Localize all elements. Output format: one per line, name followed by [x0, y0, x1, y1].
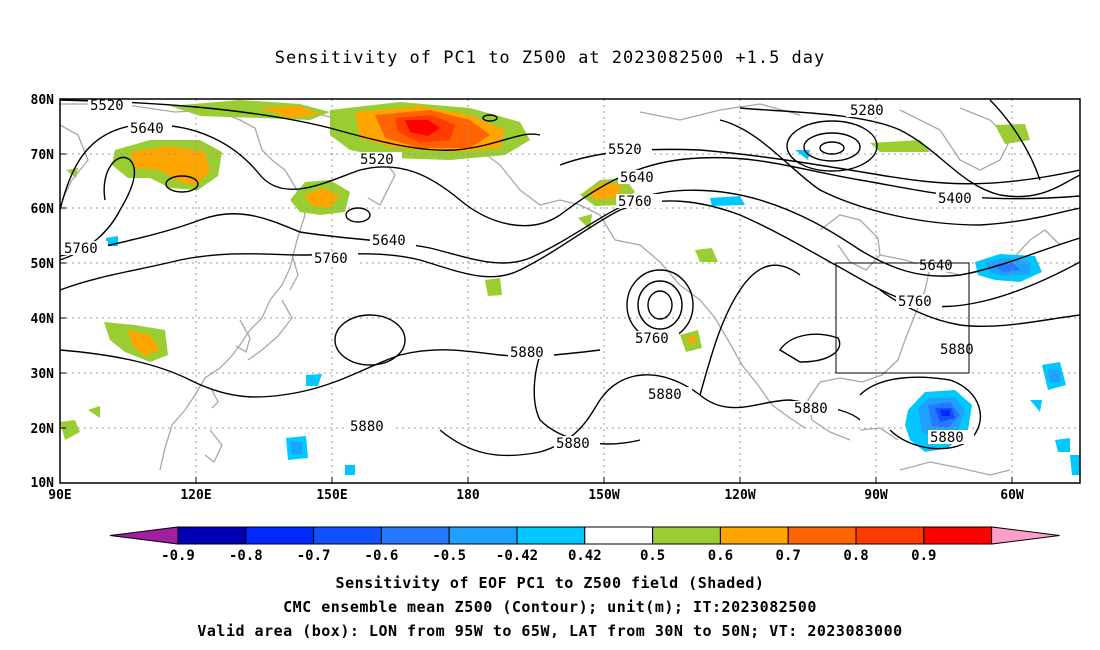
colorbar-tick-label: 0.5 [640, 548, 665, 564]
colorbar-swatch [787, 526, 857, 545]
valid-area-box [835, 262, 970, 374]
axis-ticks [59, 98, 1013, 484]
contour-labels: 5520 5640 5520 5280 5520 5640 5760 5400 … [62, 98, 984, 452]
lat-label: 60N [31, 202, 55, 217]
colorbar-swatch [719, 526, 789, 545]
colorbar-tick-label: 0.6 [708, 548, 733, 564]
latitude-labels: 80N 70N 60N 50N 40N 30N 20N 10N [31, 93, 55, 491]
lon-label: 180 [456, 488, 480, 503]
lat-label: 80N [31, 93, 55, 108]
colorbar-tick-label: 0.42 [568, 548, 602, 564]
lat-label: 70N [31, 148, 55, 163]
colorbar-tick-label: 0.9 [911, 548, 936, 564]
colorbar-swatch [652, 526, 721, 545]
colorbar-tick-label: -0.9 [161, 548, 195, 564]
contour-label: 5400 [938, 191, 972, 207]
lat-label: 10N [31, 476, 55, 491]
colorbar-swatch [380, 526, 450, 545]
contour-label: 5880 [794, 401, 828, 417]
lat-label: 20N [31, 422, 55, 437]
colorbar-swatch [516, 526, 586, 545]
contour-label: 5640 [130, 121, 164, 137]
caption-valid-area: Valid area (box): LON from 95W to 65W, L… [197, 622, 903, 640]
colorbar-min-triangle [109, 526, 179, 545]
contour-label: 5880 [930, 430, 964, 446]
contour-label: 5880 [556, 436, 590, 452]
map-frame [59, 98, 1081, 484]
map-title: Sensitivity of PC1 to Z500 at 2023082500… [274, 48, 826, 68]
colorbar-swatch [923, 526, 993, 545]
lon-label: 120W [724, 488, 755, 503]
lon-label: 90E [48, 488, 71, 503]
lat-label: 50N [31, 257, 55, 272]
lon-label: 120E [180, 488, 211, 503]
caption-contour: CMC ensemble mean Z500 (Contour); unit(m… [283, 598, 817, 616]
colorbar-swatch [245, 526, 315, 545]
sensitivity-shading [60, 100, 1080, 475]
colorbar-max-triangle [991, 526, 1060, 545]
colorbar: -0.9 -0.8 -0.7 -0.6 -0.5 -0.42 0.42 0.5 0.6 0.7 0.… [109, 526, 1060, 564]
colorbar-swatch [313, 526, 382, 545]
contour-label: 5520 [608, 142, 642, 158]
lon-label: 90W [864, 488, 888, 503]
contour-label: 5880 [648, 387, 682, 403]
lon-label: 150E [316, 488, 347, 503]
longitude-labels: 90E 120E 150E 180 150W 120W 90W 60W [48, 488, 1024, 503]
contour-label: 5760 [64, 241, 98, 257]
contour-label: 5280 [850, 103, 884, 119]
colorbar-swatch [177, 526, 247, 545]
contour-label: 5640 [372, 233, 406, 249]
colorbar-tick-label: 0.7 [776, 548, 801, 564]
contour-label: 5760 [898, 294, 932, 310]
lon-label: 60W [1000, 488, 1024, 503]
lon-label: 150W [588, 488, 619, 503]
lat-label: 40N [31, 312, 55, 327]
contour-label: 5760 [618, 194, 652, 210]
contour-label: 5880 [350, 419, 384, 435]
colorbar-swatch [448, 526, 518, 545]
contour-label: 5520 [360, 152, 394, 168]
contour-label: 5880 [510, 345, 544, 361]
colorbar-tick-label: -0.42 [496, 548, 538, 564]
contour-label: 5640 [620, 170, 654, 186]
lat-label: 30N [31, 367, 55, 382]
contour-label: 5640 [919, 258, 953, 274]
contour-label: 5760 [314, 251, 348, 267]
colorbar-swatch [855, 526, 925, 545]
contour-label: 5760 [635, 331, 669, 347]
caption-shaded: Sensitivity of EOF PC1 to Z500 field (Sh… [335, 574, 765, 592]
contour-label: 5880 [940, 342, 974, 358]
colorbar-tick-label: -0.5 [432, 548, 466, 564]
contour-label: 5520 [90, 98, 124, 114]
colorbar-swatch [584, 526, 654, 545]
colorbar-tick-label: -0.6 [365, 548, 399, 564]
colorbar-tick-label: -0.8 [229, 548, 263, 564]
colorbar-tick-label: 0.8 [843, 548, 868, 564]
colorbar-tick-label: -0.7 [297, 548, 331, 564]
